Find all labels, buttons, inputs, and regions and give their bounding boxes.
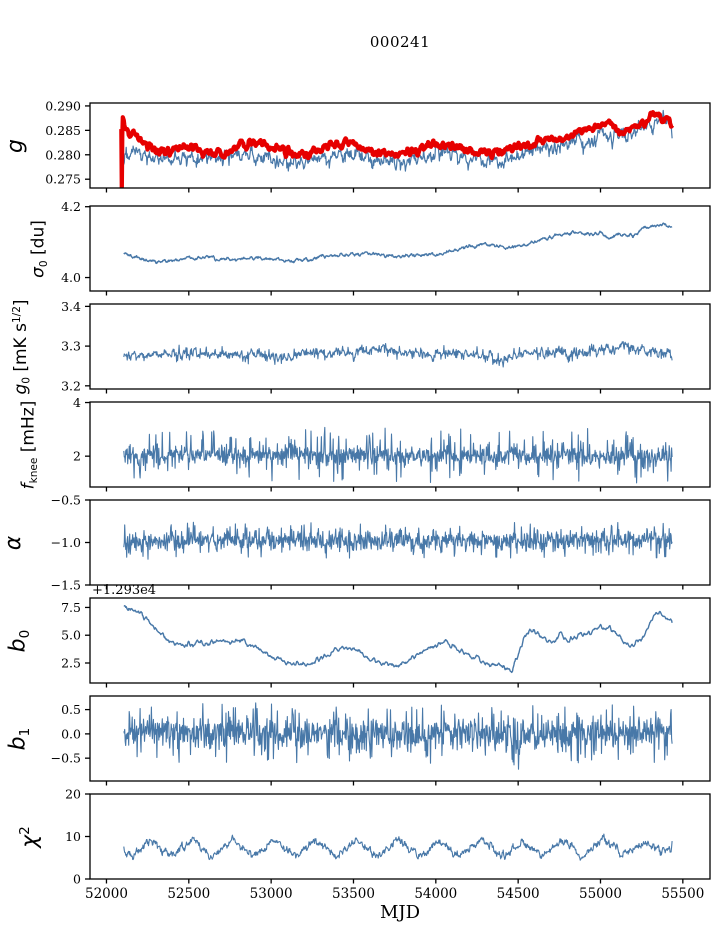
y-axis-title-segment: 1 <box>17 727 34 736</box>
y-tick-label: −0.5 <box>51 493 81 508</box>
panel-frame <box>89 695 711 782</box>
y-axis-title-segment: 0 <box>17 629 34 638</box>
x-axis-title: MJD <box>379 902 421 923</box>
y-tick-label: 3.4 <box>61 299 81 314</box>
y-axis-title-segment: [mK s <box>10 322 31 377</box>
y-axis-title-segment: g <box>3 138 28 153</box>
panel-frame <box>89 401 711 488</box>
y-tick-label: 7.5 <box>61 600 81 615</box>
panel-g0: 3.2 3.3 3.4 <box>61 299 711 394</box>
y-axis-title-segment: α <box>1 535 26 550</box>
panel-frame <box>89 303 711 390</box>
series-sigma0 <box>123 222 673 265</box>
y-axis-title-fknee: fknee [mHz] <box>18 400 41 489</box>
y-axis-title-segment: [mHz] <box>18 400 39 458</box>
panel-frame <box>89 793 711 880</box>
y-axis-title-segment: b <box>5 735 31 750</box>
y-tick-label: 0.285 <box>45 123 81 138</box>
panel-frame <box>89 597 711 684</box>
panel-g: 0.275 0.280 0.285 0.290 <box>45 98 711 193</box>
y-axis-title-segment: σ <box>28 266 49 278</box>
x-tick-label: 52000 <box>85 886 128 902</box>
y-tick-label: 0.290 <box>45 98 81 113</box>
series-b0 <box>123 605 673 674</box>
y-tick-label: 3.2 <box>61 378 81 393</box>
y-tick-label: 0.5 <box>61 702 81 717</box>
series-chi2 <box>123 833 673 861</box>
y-tick-label: −0.5 <box>51 751 81 766</box>
panel-chi2: 0 10 20 52000 52500 53000 53500 54000 54500 55000… <box>65 787 711 902</box>
y-axis-title-segment: g <box>10 383 31 395</box>
y-axis-title-segment: 0 <box>20 376 33 384</box>
y-tick-label: −1.5 <box>51 578 81 593</box>
y-axis-offset-text: +1.293e4 <box>92 583 157 598</box>
panel-alpha: −0.5 −1.0 −1.5 <box>51 493 711 593</box>
y-tick-label: 0.275 <box>45 172 81 187</box>
y-tick-label: 20 <box>65 787 81 802</box>
y-axis-title-alpha: α <box>1 535 26 550</box>
y-tick-label: 3.3 <box>61 339 81 354</box>
y-tick-label: −1.0 <box>51 535 81 550</box>
y-tick-label: 2 <box>73 449 81 464</box>
series-alpha <box>123 521 673 560</box>
y-axis-title-segment: χ <box>17 834 43 848</box>
y-tick-label: 4.2 <box>61 199 81 214</box>
x-tick-label: 53000 <box>250 886 293 902</box>
series-g-binned-red <box>119 109 675 188</box>
series-g-raw-blue <box>123 109 673 172</box>
y-axis-title-chi2: χ2 <box>16 825 43 848</box>
y-tick-label: 2.5 <box>61 656 81 671</box>
x-tick-label: 54500 <box>497 886 540 902</box>
x-tick-label: 53500 <box>332 886 375 902</box>
panel-fknee: 24 <box>73 395 711 492</box>
panel-frame <box>89 102 711 189</box>
y-axis-title-segment: 1/2 <box>10 305 23 323</box>
y-tick-label: 4.0 <box>61 270 81 285</box>
y-tick-label: 5.0 <box>61 628 81 643</box>
series-g0 <box>123 341 673 368</box>
y-axis-title-g: g <box>3 138 28 153</box>
series-b1 <box>123 702 673 770</box>
panel-frame <box>89 205 711 292</box>
figure-title: 000241 <box>369 33 431 51</box>
y-axis-title-b1: b1 <box>5 727 34 750</box>
y-axis-title-segment: [du] <box>28 219 49 260</box>
y-axis-title-segment: 2 <box>16 825 33 835</box>
series-fknee <box>123 426 673 484</box>
y-axis-title-sigma0: σ0 [du] <box>28 219 51 278</box>
panel-sigma0: 4.0 4.2 <box>61 199 711 296</box>
y-axis-title-segment: knee <box>28 457 41 483</box>
panel-b1: 0.5 0.0 −0.5 <box>51 695 711 786</box>
y-tick-label: 4 <box>73 395 81 410</box>
x-tick-label: 54000 <box>414 886 457 902</box>
y-tick-label: 0 <box>73 872 81 887</box>
y-axis-title-b0: b0 <box>5 629 34 652</box>
x-tick-label: 55000 <box>579 886 622 902</box>
y-axis-title-segment: ] <box>10 298 31 306</box>
y-tick-label: 0.0 <box>61 726 81 741</box>
panel-b0: 2.5 5.0 7.5 <box>61 597 711 688</box>
y-axis-title-g0: g0 [mK s1/2] <box>10 298 33 395</box>
x-tick-label: 55500 <box>661 886 704 902</box>
y-tick-label: 0.280 <box>45 147 81 162</box>
x-tick-label: 52500 <box>167 886 210 902</box>
y-axis-title-segment: 0 <box>38 259 51 267</box>
y-axis-title-segment: b <box>5 637 31 652</box>
y-axis-title-segment: f <box>18 482 39 489</box>
y-tick-label: 10 <box>65 829 81 844</box>
